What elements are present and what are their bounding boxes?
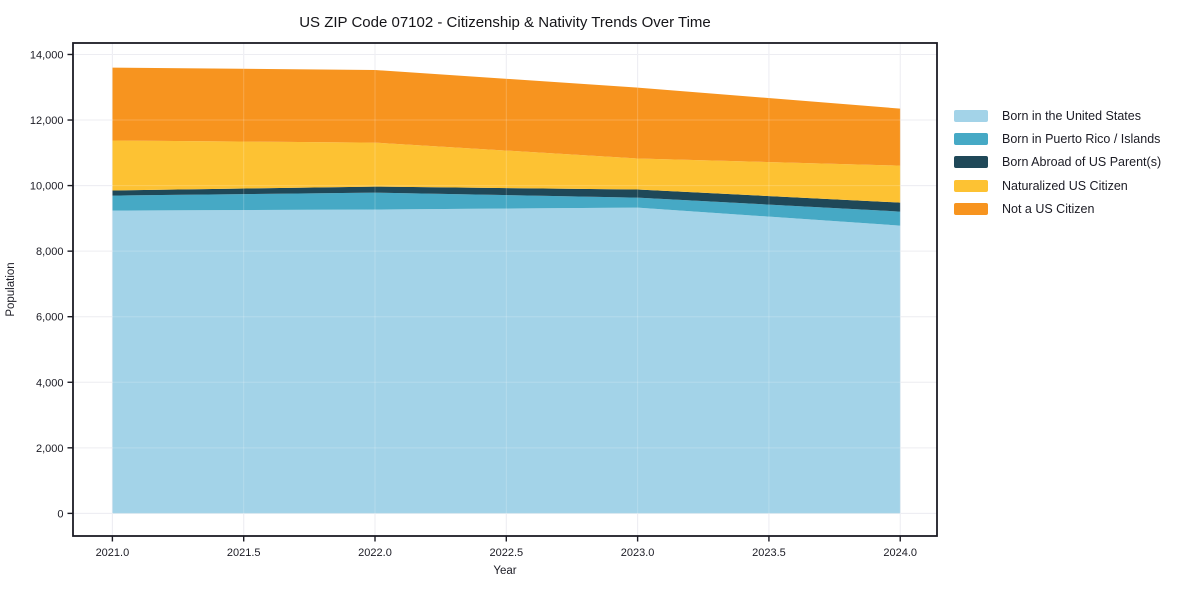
- legend-swatch: [954, 133, 988, 146]
- area-series: [112, 67, 901, 166]
- legend-swatch: [954, 203, 988, 216]
- x-tick-label: 2024.0: [883, 547, 917, 559]
- legend-label: Born in the United States: [1002, 108, 1141, 123]
- x-tick-label: 2022.0: [358, 547, 392, 559]
- area-series: [112, 207, 901, 514]
- chart-title: US ZIP Code 07102 - Citizenship & Nativi…: [299, 14, 711, 31]
- legend-label: Born Abroad of US Parent(s): [1002, 155, 1162, 170]
- legend-item: Born in the United States: [954, 104, 1161, 127]
- area-series: [112, 140, 901, 203]
- legend-label: Born in Puerto Rico / Islands: [1002, 132, 1161, 147]
- y-tick-label: 10,000: [30, 181, 64, 193]
- y-tick-label: 8,000: [36, 246, 64, 258]
- area-series: [112, 192, 901, 226]
- x-tick-label: 2023.0: [621, 547, 655, 559]
- legend-label: Naturalized US Citizen: [1002, 178, 1128, 193]
- y-tick-label: 2,000: [36, 443, 64, 455]
- y-tick-label: 0: [57, 508, 63, 520]
- y-axis-label: Population: [5, 262, 17, 316]
- x-tick-label: 2023.5: [752, 547, 786, 559]
- legend-label: Not a US Citizen: [1002, 202, 1095, 217]
- legend-swatch: [954, 156, 988, 169]
- legend-swatch: [954, 179, 988, 192]
- area-series: [112, 186, 901, 212]
- x-tick-label: 2021.5: [227, 547, 261, 559]
- x-tick-label: 2021.0: [96, 547, 130, 559]
- x-axis-label: Year: [493, 565, 516, 577]
- y-tick-label: 4,000: [36, 377, 64, 389]
- y-tick-label: 12,000: [30, 115, 64, 127]
- legend-item: Born Abroad of US Parent(s): [954, 151, 1161, 174]
- y-tick-label: 6,000: [36, 312, 64, 324]
- legend-item: Naturalized US Citizen: [954, 174, 1161, 197]
- legend-item: Born in Puerto Rico / Islands: [954, 127, 1161, 150]
- y-tick-label: 14,000: [30, 49, 64, 61]
- chart-legend: Born in the United States Born in Puerto …: [954, 104, 1161, 221]
- plot-frame: [72, 42, 938, 537]
- x-tick-label: 2022.5: [489, 547, 523, 559]
- legend-swatch: [954, 109, 988, 122]
- legend-item: Not a US Citizen: [954, 198, 1161, 221]
